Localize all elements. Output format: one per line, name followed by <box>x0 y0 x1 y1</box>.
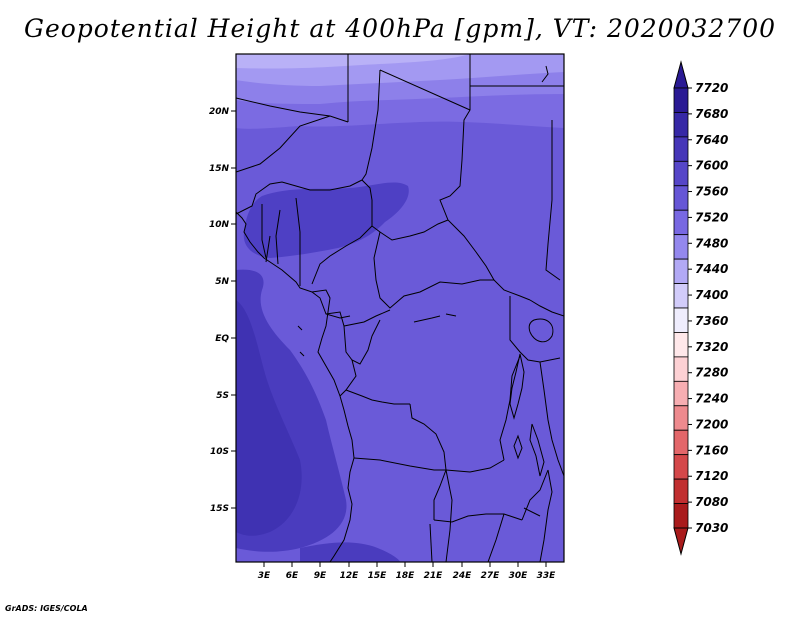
lon-label-3e: 3E <box>258 571 271 581</box>
lon-label-18e: 18E <box>396 571 416 581</box>
colorbar-label-7280: 7280 <box>695 366 728 380</box>
lat-label-10n: 10N <box>209 220 230 230</box>
lon-label-12e: 12E <box>340 571 360 581</box>
field-band-7640-atlantic <box>236 300 302 536</box>
colorbar-label-7080: 7080 <box>695 495 728 509</box>
colorbar-swatch-0 <box>673 87 689 113</box>
colorbar-label-7680: 7680 <box>695 107 728 121</box>
field-band-7440 <box>236 54 470 69</box>
colorbar-label-7120: 7120 <box>695 469 728 483</box>
colorbar-label-7520: 7520 <box>695 210 728 224</box>
colorbar-label-7160: 7160 <box>695 443 728 457</box>
lat-label-20n: 20N <box>209 107 230 117</box>
colorbar-swatch-8 <box>673 283 689 309</box>
colorbar-swatch-4 <box>673 185 689 211</box>
colorbar-swatch-17 <box>673 503 689 529</box>
lat-label-eq: EQ <box>215 334 229 344</box>
lon-label-27e: 27E <box>481 571 501 581</box>
colorbar-label-7400: 7400 <box>695 288 728 302</box>
lat-label-15s: 15S <box>210 504 229 514</box>
colorbar-swatch-10 <box>673 332 689 358</box>
colorbar-label-7560: 7560 <box>695 185 728 199</box>
height-field <box>236 54 564 562</box>
colorbar-bottom-arrow <box>673 527 689 556</box>
colorbar-label-7320: 7320 <box>695 340 728 354</box>
colorbar-label-7200: 7200 <box>695 417 728 431</box>
lon-label-24e: 24E <box>453 571 473 581</box>
colorbar-label-7600: 7600 <box>695 159 728 173</box>
colorbar-swatch-13 <box>673 405 689 431</box>
lon-label-6e: 6E <box>286 571 299 581</box>
colorbar: 7720 7680 7640 7600 7560 7520 7480 7440 7400 7360… <box>673 60 728 556</box>
colorbar-label-7640: 7640 <box>695 133 728 147</box>
colorbar-label-7030: 7030 <box>695 521 728 535</box>
colorbar-swatch-9 <box>673 307 689 333</box>
map-frame <box>235 53 565 563</box>
colorbar-label-7440: 7440 <box>695 262 728 276</box>
map-title: Geopotential Height at 400hPa [gpm], VT:… <box>23 14 777 43</box>
lat-label-15n: 15N <box>209 164 230 174</box>
colorbar-swatch-11 <box>673 356 689 382</box>
coastlines-and-borders <box>236 54 564 562</box>
colorbar-swatch-2 <box>673 136 689 162</box>
colorbar-top-arrow <box>673 60 689 89</box>
lon-label-9e: 9E <box>314 571 327 581</box>
field-band-7600-south <box>300 542 400 562</box>
lat-label-5s: 5S <box>216 391 229 401</box>
colorbar-swatch-6 <box>673 234 689 260</box>
grads-credit: GrADS: IGES/COLA <box>5 604 88 613</box>
field-band-7600-west-africa <box>243 182 409 258</box>
lon-axis: 3E 6E 9E 12E 15E 18E 21E 24E 27E 30E 33E <box>258 562 556 581</box>
colorbar-swatch-16 <box>673 478 689 504</box>
colorbar-swatch-3 <box>673 160 689 187</box>
colorbar-swatch-15 <box>673 454 689 480</box>
colorbar-swatch-1 <box>673 112 689 138</box>
colorbar-swatch-12 <box>673 380 689 407</box>
lat-label-5n: 5N <box>215 277 229 287</box>
colorbar-swatch-7 <box>673 258 689 284</box>
lat-label-10s: 10S <box>210 447 229 457</box>
lon-label-30e: 30E <box>509 571 529 581</box>
lon-label-33e: 33E <box>537 571 557 581</box>
lat-axis: 20N 15N 10N 5N EQ 5S 10S 15S <box>209 107 236 514</box>
colorbar-label-7720: 7720 <box>695 81 728 95</box>
lon-label-21e: 21E <box>424 571 444 581</box>
lon-label-15e: 15E <box>368 571 388 581</box>
colorbar-label-7240: 7240 <box>695 392 728 406</box>
colorbar-label-7360: 7360 <box>695 314 728 328</box>
colorbar-swatch-14 <box>673 429 689 456</box>
colorbar-label-7480: 7480 <box>695 236 728 250</box>
colorbar-swatch-5 <box>673 209 689 236</box>
